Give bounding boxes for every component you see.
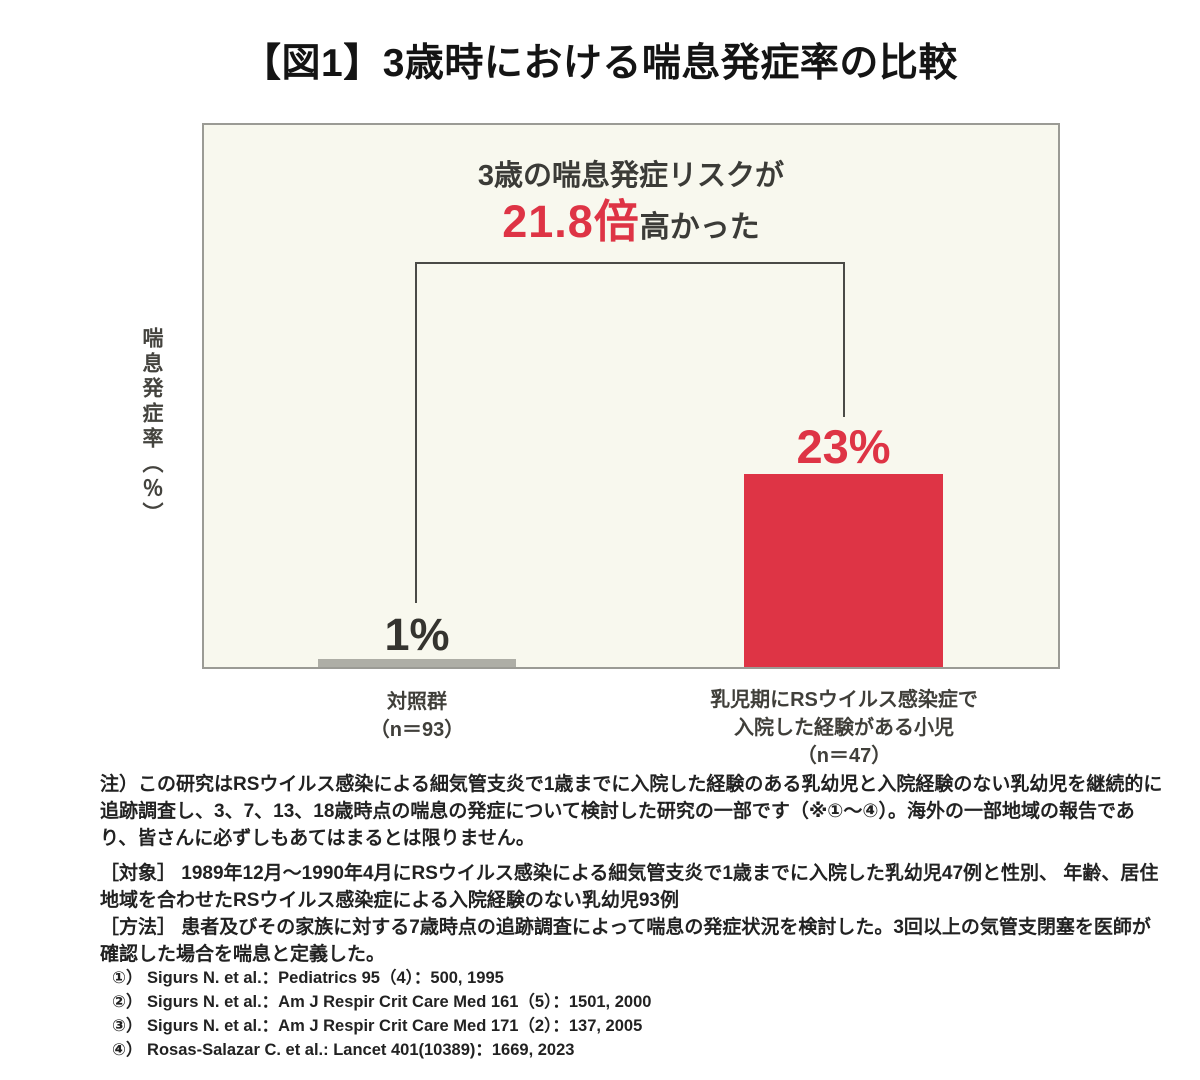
bar-rsv-group [744,474,943,667]
y-axis-label: 喘息発症率（％） [140,327,163,527]
x-label-control-name: 対照群 [387,691,447,713]
x-label-rsv-line1: 乳児期にRSウイルス感染症で [710,689,978,711]
reference-item-4: ④） Rosas-Salazar C. et al.: Lancet 401(1… [112,1041,575,1059]
note-subject-method: ［対象］ 1989年12月～1990年4月にRSウイルス感染による細気管支炎で1… [100,863,1159,965]
bar-value-control-group: 1% [384,609,450,660]
x-label-rsv-n: （n＝47） [796,745,892,767]
reference-item-2: ②） Sigurs N. et al.：Am J Respir Crit Car… [112,993,652,1011]
comparison-bracket-right [843,262,845,417]
annotation-ratio: 21.8倍 [502,195,640,247]
chart-panel: 3歳の喘息発症リスクが 21.8倍高かった 1% 23% [202,123,1060,669]
chart-annotation: 3歳の喘息発症リスクが 21.8倍高かった [204,159,1058,249]
figure-title: 【図1】3歳時における喘息発症率の比較 [242,42,958,85]
bar-control-group [318,659,516,667]
reference-item-3: ③） Sigurs N. et al.：Am J Respir Crit Car… [112,1017,643,1035]
comparison-bracket-top [415,262,845,264]
bar-value-rsv-group: 23% [796,420,891,473]
x-label-rsv-line2: 入院した経験がある小児 [734,717,954,739]
x-label-control-n: （n＝93） [369,719,465,741]
x-label-rsv-group: 乳児期にRSウイルス感染症で 入院した経験がある小児 （n＝47） [674,686,1014,770]
comparison-bracket-left [415,262,417,603]
note-caution: 注）この研究はRSウイルス感染による細気管支炎で1歳までに入院した経験のある乳幼… [100,774,1163,849]
annotation-suffix: 高かった [639,210,760,244]
reference-item-1: ①） Sigurs N. et al.：Pediatrics 95（4）：500… [112,969,504,987]
x-label-control-group: 対照群 （n＝93） [317,688,517,744]
annotation-line2: 21.8倍高かった [204,195,1058,249]
annotation-line1: 3歳の喘息発症リスクが [477,160,785,192]
reference-list: ①） Sigurs N. et al.：Pediatrics 95（4）：500… [112,966,651,1062]
